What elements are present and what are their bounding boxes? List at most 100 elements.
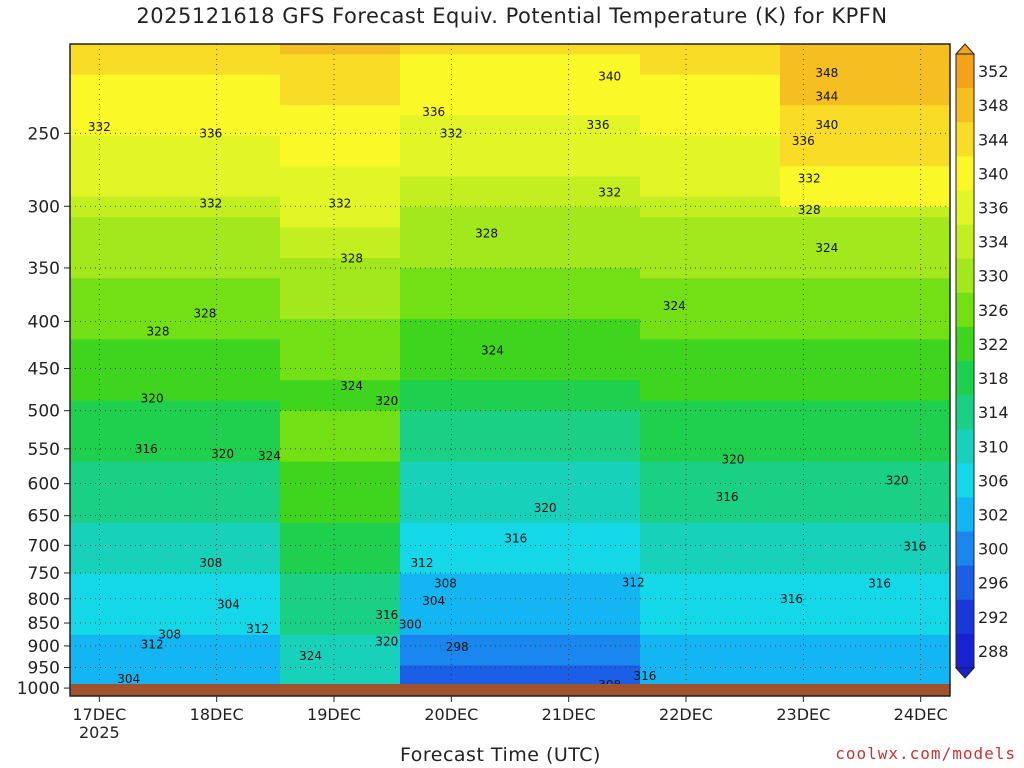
field-cell: [430, 227, 441, 239]
field-cell: [160, 634, 171, 646]
field-cell: [410, 227, 421, 239]
field-cell: [440, 156, 451, 167]
field-cell: [410, 278, 421, 290]
field-cell: [730, 370, 741, 381]
field-cell: [570, 573, 581, 585]
field-cell: [80, 634, 91, 646]
field-cell: [740, 268, 751, 279]
field-cell: [430, 156, 441, 167]
field-cell: [590, 410, 601, 422]
field-cell: [280, 44, 291, 55]
field-cell: [520, 44, 531, 55]
field-cell: [830, 196, 841, 208]
field-cell: [680, 207, 691, 218]
field-cell: [170, 461, 181, 473]
field-cell: [380, 278, 391, 290]
field-cell: [590, 74, 601, 86]
field-cell: [130, 634, 141, 646]
field-cell: [500, 563, 511, 575]
field-cell: [500, 319, 511, 330]
field-cell: [620, 319, 631, 330]
field-cell: [230, 84, 241, 96]
field-cell: [100, 125, 111, 137]
field-cell: [640, 74, 651, 86]
field-cell: [220, 54, 231, 65]
field-cell: [440, 573, 451, 585]
field-cell: [260, 420, 271, 432]
field-cell: [780, 645, 791, 656]
field-cell: [660, 319, 671, 330]
field-cell: [90, 390, 101, 402]
field-cell: [340, 115, 351, 127]
field-cell: [770, 533, 781, 544]
field-cell: [770, 441, 781, 453]
field-cell: [130, 54, 141, 65]
field-cell: [170, 135, 181, 147]
field-cell: [190, 339, 201, 351]
field-cell: [70, 247, 81, 259]
field-cell: [200, 380, 211, 391]
field-cell: [590, 217, 601, 228]
field-cell: [350, 319, 361, 330]
field-cell: [480, 380, 491, 391]
field-cell: [170, 451, 181, 463]
field-cell: [390, 451, 401, 463]
field-cell: [720, 278, 731, 290]
field-cell: [320, 492, 331, 504]
field-cell: [550, 634, 561, 646]
field-cell: [700, 400, 711, 412]
field-cell: [530, 125, 541, 137]
field-cell: [830, 441, 841, 453]
field-cell: [280, 410, 291, 422]
field-cell: [560, 533, 571, 544]
field-cell: [790, 400, 801, 412]
field-cell: [260, 492, 271, 504]
field-cell: [340, 247, 351, 259]
field-cell: [600, 471, 611, 483]
field-cell: [90, 512, 101, 524]
field-cell: [680, 329, 691, 341]
field-cell: [510, 217, 521, 228]
field-cell: [220, 502, 231, 514]
field-cell: [510, 207, 521, 218]
field-cell: [530, 349, 541, 361]
field-cell: [710, 441, 721, 453]
field-cell: [100, 410, 111, 422]
field-cell: [220, 553, 231, 565]
field-cell: [150, 166, 161, 178]
field-cell: [590, 176, 601, 188]
field-cell: [740, 54, 751, 65]
field-cell: [690, 349, 701, 361]
field-cell: [340, 319, 351, 330]
field-cell: [320, 268, 331, 279]
field-cell: [90, 227, 101, 239]
field-cell: [250, 176, 261, 188]
field-cell: [500, 196, 511, 208]
field-cell: [520, 186, 531, 198]
field-cell: [580, 482, 591, 493]
field-cell: [780, 54, 791, 65]
field-cell: [760, 594, 771, 605]
field-cell: [800, 390, 811, 402]
field-cell: [160, 278, 171, 290]
field-cell: [560, 604, 571, 616]
field-cell: [150, 257, 161, 269]
field-cell: [640, 471, 651, 483]
field-cell: [800, 298, 811, 310]
field-cell: [700, 227, 711, 239]
field-cell: [220, 512, 231, 524]
field-cell: [760, 471, 771, 483]
field-cell: [170, 207, 181, 218]
field-cell: [90, 594, 101, 605]
field-cell: [600, 370, 611, 381]
field-cell: [320, 44, 331, 55]
field-cell: [470, 533, 481, 544]
field-cell: [190, 288, 201, 300]
field-cell: [760, 400, 771, 412]
field-cell: [170, 604, 181, 616]
field-cell: [680, 594, 691, 605]
field-cell: [70, 44, 81, 55]
field-cell: [770, 370, 781, 381]
field-cell: [380, 482, 391, 493]
field-cell: [530, 441, 541, 453]
